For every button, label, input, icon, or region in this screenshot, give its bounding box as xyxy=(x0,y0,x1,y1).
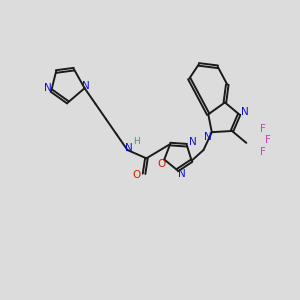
Text: N: N xyxy=(189,137,197,147)
Text: N: N xyxy=(178,169,186,179)
Text: N: N xyxy=(241,107,249,117)
Text: F: F xyxy=(265,136,271,146)
Text: N: N xyxy=(204,132,212,142)
Text: H: H xyxy=(134,137,140,146)
Text: F: F xyxy=(260,147,266,158)
Text: F: F xyxy=(260,124,266,134)
Text: O: O xyxy=(133,170,141,180)
Text: N: N xyxy=(82,81,90,91)
Text: N: N xyxy=(44,83,52,93)
Text: N: N xyxy=(125,142,133,153)
Text: O: O xyxy=(158,159,166,169)
